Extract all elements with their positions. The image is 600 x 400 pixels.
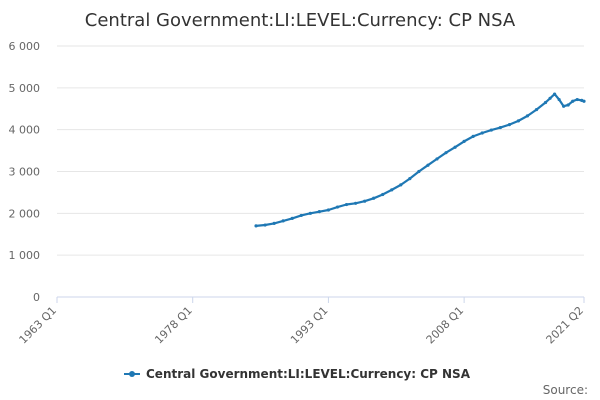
- data-point: [353, 201, 358, 205]
- data-point: [317, 210, 321, 214]
- data-point: [263, 223, 267, 227]
- data-point: [344, 202, 349, 207]
- data-point: [534, 107, 539, 112]
- data-point: [390, 188, 394, 192]
- x-tick-label: 1978 Q1: [152, 304, 195, 347]
- y-axis-ticks: 0 1 000 2 000 3 000 4 000 5 000 6 000: [9, 40, 41, 304]
- x-tick-label: 1993 Q1: [288, 304, 331, 347]
- data-point: [471, 134, 475, 138]
- data-point: [399, 183, 403, 187]
- y-tick-label: 6 000: [9, 40, 41, 53]
- data-point: [363, 199, 367, 203]
- data-point: [372, 196, 376, 200]
- data-point: [335, 205, 340, 209]
- data-point: [575, 97, 579, 102]
- data-point: [299, 213, 303, 218]
- data-point: [562, 104, 566, 108]
- data-point: [498, 125, 502, 130]
- data-point: [444, 151, 448, 155]
- data-point: [308, 211, 312, 215]
- data-point: [525, 114, 530, 118]
- data-point: [480, 131, 484, 135]
- legend-marker: [129, 371, 135, 377]
- data-point: [453, 145, 457, 149]
- y-tick-label: 0: [33, 291, 40, 304]
- data-point: [516, 119, 521, 123]
- data-point: [281, 219, 285, 223]
- series-layer: [254, 92, 586, 228]
- data-point: [417, 169, 421, 174]
- data-point: [552, 92, 557, 96]
- data-point: [548, 96, 552, 100]
- data-point: [272, 221, 276, 225]
- x-tick-label: 2021 Q2: [544, 304, 587, 347]
- x-axis-ticks: 1963 Q1 1978 Q1 1993 Q1 2008 Q1 2021 Q2: [17, 297, 587, 347]
- x-tick-label: 1963 Q1: [17, 304, 60, 347]
- data-point: [381, 192, 385, 197]
- y-tick-label: 5 000: [9, 82, 41, 95]
- data-point: [582, 99, 586, 103]
- data-point: [326, 208, 331, 212]
- data-point: [254, 224, 258, 228]
- y-tick-label: 3 000: [9, 166, 41, 179]
- y-tick-label: 1 000: [9, 249, 41, 262]
- data-point: [489, 128, 493, 132]
- grid-lines: [57, 45, 584, 256]
- data-point: [566, 103, 570, 107]
- source-label: Source:: [543, 383, 588, 397]
- data-point: [290, 216, 294, 220]
- data-point: [426, 163, 430, 167]
- data-point: [543, 100, 548, 105]
- data-point: [557, 97, 561, 102]
- data-point: [571, 99, 575, 103]
- series-line: [254, 93, 586, 227]
- data-point: [507, 123, 511, 127]
- data-point: [408, 177, 412, 181]
- data-point: [435, 157, 439, 161]
- y-tick-label: 2 000: [9, 207, 41, 220]
- x-tick-label: 2008 Q1: [424, 304, 467, 347]
- legend[interactable]: Central Government:LI:LEVEL:Currency: CP…: [124, 367, 471, 381]
- data-point: [462, 139, 466, 143]
- y-tick-label: 4 000: [9, 124, 41, 137]
- chart-title: Central Government:LI:LEVEL:Currency: CP…: [85, 10, 516, 31]
- legend-label[interactable]: Central Government:LI:LEVEL:Currency: CP…: [146, 367, 471, 381]
